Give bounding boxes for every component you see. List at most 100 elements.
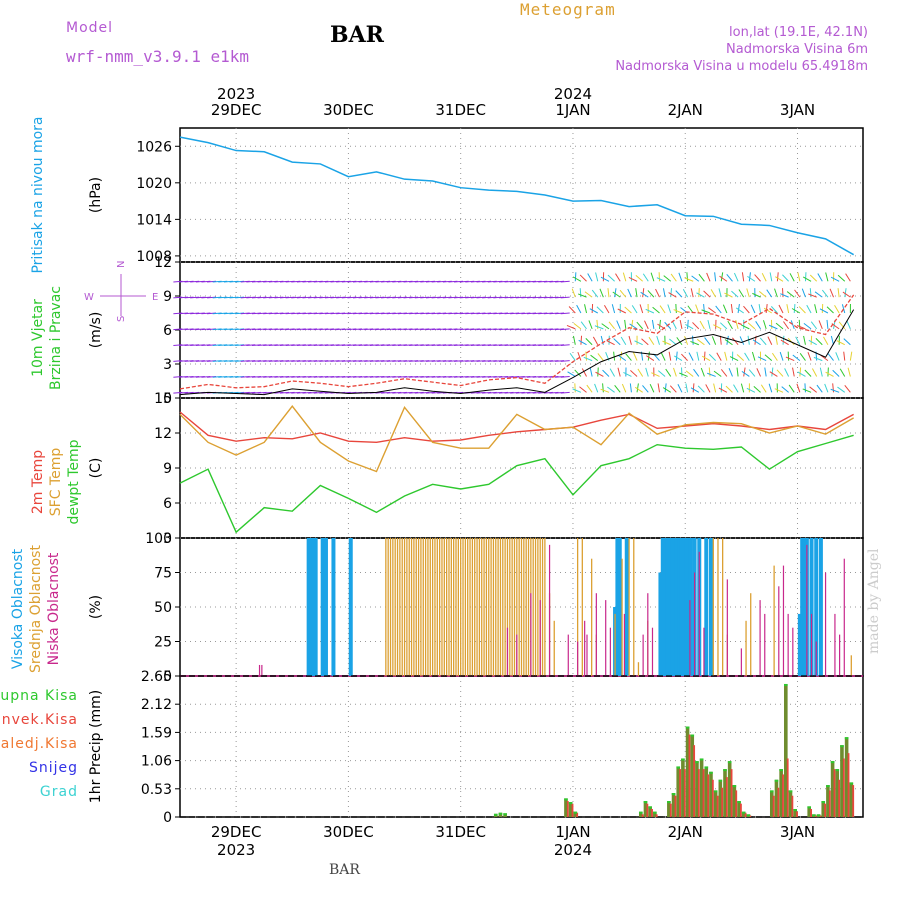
wind-barb xyxy=(600,276,610,282)
high-cloud-bar xyxy=(681,538,686,676)
high-cloud-bar xyxy=(323,538,328,676)
wind-barb xyxy=(758,290,767,298)
precip-total-cap xyxy=(779,769,783,772)
wind-barb xyxy=(572,388,582,393)
wind-barb xyxy=(690,288,694,298)
precip-conv-bar xyxy=(786,758,789,817)
wind-barb xyxy=(834,305,840,314)
wind-barb xyxy=(769,371,778,377)
precip-conv-bar xyxy=(721,787,724,817)
wind-barb xyxy=(625,353,632,361)
wind-barb xyxy=(839,368,846,377)
wind-barb xyxy=(670,273,677,282)
precip-total-cap xyxy=(821,801,826,804)
wind-barb xyxy=(640,291,649,298)
wind-barb xyxy=(804,369,812,377)
high-cloud-bar xyxy=(688,538,693,676)
wind-barb xyxy=(577,351,582,361)
wind-barb xyxy=(601,323,610,330)
ytick-label-temperature: 15 xyxy=(154,391,172,407)
wind-barb xyxy=(825,371,834,377)
wind-barb xyxy=(679,372,688,377)
precip-total-bar xyxy=(793,809,797,817)
side-label-cloud-2: Niska Oblacnost xyxy=(46,552,62,665)
wind-barb xyxy=(692,383,695,393)
wind-barb xyxy=(635,288,638,298)
high-cloud-bar xyxy=(665,538,670,676)
wind-barb xyxy=(621,383,627,393)
precip-total-bar xyxy=(709,771,713,817)
wind-barb xyxy=(737,304,740,314)
wind-barb xyxy=(797,371,806,377)
precip-total-cap xyxy=(690,734,695,737)
ytick-label-precip: 1.59 xyxy=(141,725,172,741)
wind-barb xyxy=(799,353,806,361)
wind-barb xyxy=(669,338,677,346)
precip-conv-bar xyxy=(725,777,728,817)
high-cloud-bar xyxy=(797,613,802,676)
precip-conv-bar xyxy=(810,809,813,817)
top-day-label: 29DEC xyxy=(211,101,262,119)
wind-barb xyxy=(566,325,576,330)
wind-barb xyxy=(679,319,683,329)
wind-barb xyxy=(580,335,583,345)
wind-barb xyxy=(710,289,717,298)
wind-barb xyxy=(809,386,817,393)
wind-barb xyxy=(752,339,761,346)
wind-barb xyxy=(670,288,673,298)
precip-total-cap xyxy=(653,811,657,814)
wind-barb xyxy=(752,292,761,298)
wind-barb xyxy=(747,322,756,330)
wind-barb xyxy=(687,319,689,329)
wind-barb xyxy=(706,272,711,282)
ytick-label-cloud: 25 xyxy=(154,635,172,651)
ytick-label-precip: 0.53 xyxy=(141,782,172,798)
side-label-precip-0: Ukupna Kisa xyxy=(0,688,78,704)
wind-barb xyxy=(589,308,598,314)
wind-barb xyxy=(847,367,851,377)
side-label-precip-3: Snijeg xyxy=(29,760,78,776)
wind-barb xyxy=(691,275,700,282)
ytick-label-pressure: 1014 xyxy=(136,212,172,228)
high-cloud-bar xyxy=(686,538,691,676)
wind-barb xyxy=(783,321,790,330)
wind-barb xyxy=(607,386,615,393)
precip-total-bar xyxy=(718,779,723,817)
precip-total-bar xyxy=(830,761,835,817)
wind-barb xyxy=(596,319,599,329)
wind-barb xyxy=(568,306,576,314)
precip-total-bar xyxy=(723,769,727,817)
wind-barb xyxy=(744,352,750,361)
wind-barb xyxy=(759,337,767,346)
wind-barb xyxy=(584,291,593,298)
wind-barb xyxy=(832,369,840,377)
wind-barb xyxy=(607,288,610,298)
wind-barb xyxy=(579,274,587,282)
precip-total-bar xyxy=(807,806,812,817)
wind-barb xyxy=(739,336,745,345)
wind-barb xyxy=(757,356,767,362)
wind-barb xyxy=(665,368,672,377)
wind-barb xyxy=(634,340,643,346)
wind-barb xyxy=(843,351,846,361)
wind-barb xyxy=(607,274,615,282)
wind-barb xyxy=(776,369,784,377)
precip-total-bar xyxy=(690,734,695,817)
wind-barb xyxy=(682,288,689,298)
wind-barb xyxy=(585,337,593,346)
wind-barb xyxy=(675,351,678,361)
precip-total-bar xyxy=(638,811,643,817)
precip-conv-bar xyxy=(683,769,686,817)
wind-barb xyxy=(827,353,834,361)
wind-barb xyxy=(782,274,789,282)
wind-barb xyxy=(849,351,853,361)
wind-barb xyxy=(591,289,599,298)
wind-barb xyxy=(597,353,604,361)
precip-conv-bar xyxy=(819,815,822,817)
precip-total-cap xyxy=(498,812,503,815)
wind-barb xyxy=(692,322,700,330)
precip-conv-bar xyxy=(735,790,738,817)
wind-barb xyxy=(820,354,829,362)
precip-total-cap xyxy=(727,761,732,764)
wind-barb xyxy=(647,351,650,361)
